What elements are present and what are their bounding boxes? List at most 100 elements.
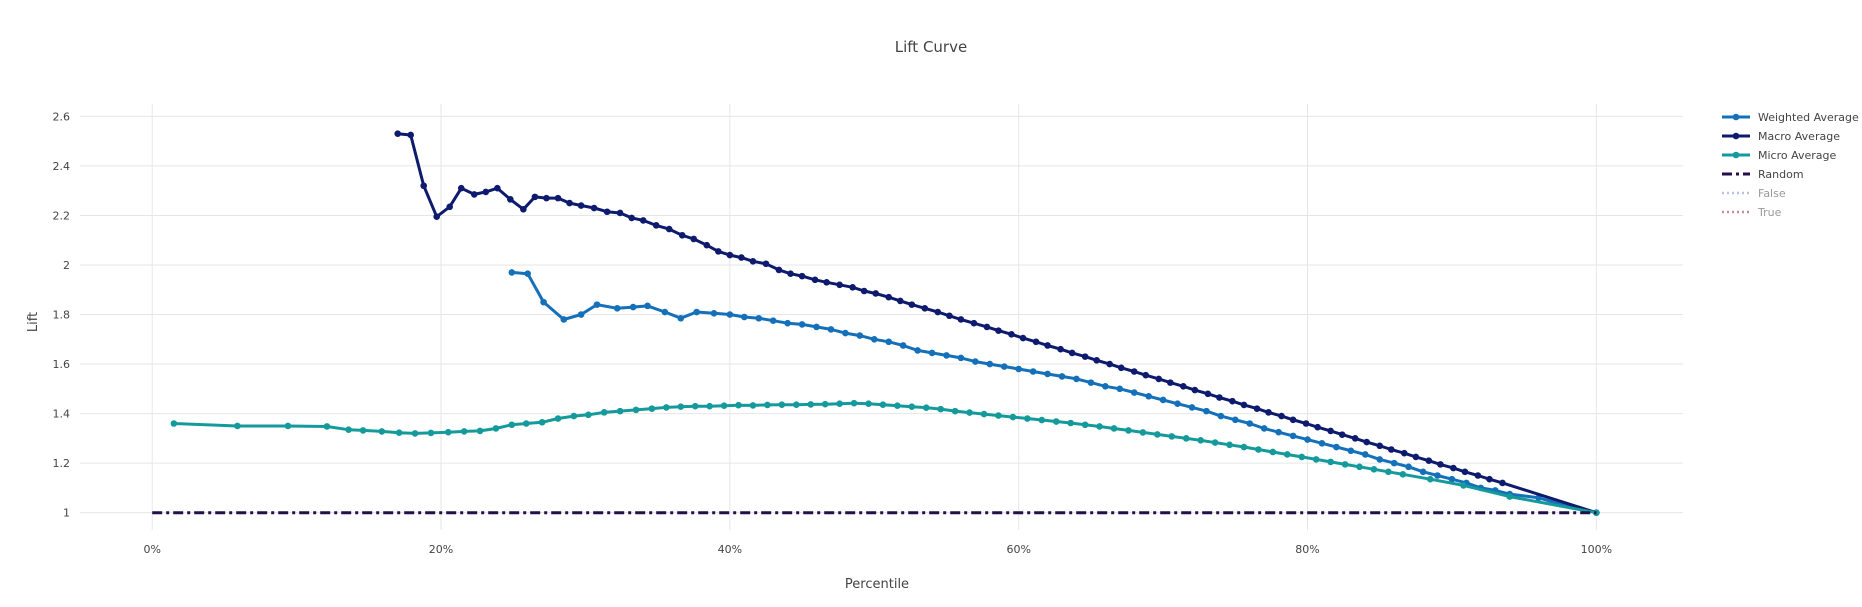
legend-label: Weighted Average	[1758, 111, 1859, 124]
macro-average-point	[1437, 461, 1444, 468]
legend-item-micro-average[interactable]: Micro Average	[1722, 149, 1837, 162]
weighted-average-point	[1275, 428, 1282, 436]
macro-average-point	[726, 251, 734, 259]
weighted-average-point	[755, 314, 763, 322]
micro-average-point	[1506, 493, 1514, 500]
micro-average-point	[359, 427, 367, 434]
weighted-average-point	[1246, 420, 1254, 427]
macro-average-point	[1008, 331, 1015, 338]
legend-label: Macro Average	[1758, 130, 1840, 143]
macro-average-point	[407, 131, 415, 139]
weighted-average-point	[972, 358, 979, 365]
micro-average-point	[585, 411, 592, 419]
micro-average-point	[1110, 425, 1118, 432]
micro-average-point	[1024, 415, 1031, 422]
weighted-average-point	[1029, 368, 1037, 375]
legend-marker	[1732, 151, 1740, 159]
weighted-average-point	[1073, 375, 1080, 383]
micro-average-point	[600, 409, 608, 416]
micro-average-point	[492, 425, 500, 432]
macro-average-point	[420, 182, 428, 190]
weighted-average-point	[1405, 463, 1412, 471]
micro-average-point	[616, 407, 624, 415]
micro-average-point	[411, 430, 419, 437]
micro-average-point	[1399, 470, 1407, 478]
weighted-average-point	[943, 352, 950, 359]
micro-average-point	[1052, 418, 1060, 425]
y-tick-label: 1.2	[53, 457, 71, 470]
weighted-average-point	[677, 314, 685, 322]
micro-average-point	[691, 402, 699, 410]
weighted-average-line	[511, 270, 1597, 515]
macro-average-point	[507, 196, 514, 203]
weighted-average-point	[798, 321, 806, 328]
weighted-average-point	[1058, 373, 1066, 380]
micro-average-point	[1341, 461, 1349, 468]
micro-average-point	[807, 401, 815, 408]
weighted-average-point	[741, 313, 748, 321]
x-axis-title: Percentile	[845, 577, 909, 592]
macro-average-point	[1204, 390, 1212, 398]
micro-average-point	[1269, 448, 1277, 456]
macro-average-point	[983, 323, 991, 331]
micro-average-point	[865, 400, 872, 407]
weighted-average-point	[1232, 416, 1239, 424]
micro-average-point	[720, 402, 728, 409]
macro-average-point	[946, 312, 953, 320]
macro-average-point	[970, 319, 978, 327]
micro-average-point	[1067, 419, 1074, 427]
micro-average-point	[937, 405, 945, 413]
macro-average-point	[1130, 368, 1138, 375]
micro-average-point	[1081, 421, 1089, 429]
micro-average-point	[778, 401, 786, 408]
micro-average-point	[1009, 413, 1017, 421]
micro-average-point	[735, 401, 742, 409]
macro-average-point	[836, 281, 843, 289]
macro-average-point	[470, 191, 478, 198]
micro-average-point	[1226, 441, 1233, 449]
macro-average-point	[762, 260, 770, 268]
weighted-average-point	[1145, 392, 1152, 400]
weighted-average-point	[1448, 475, 1456, 483]
macro-average-point	[1461, 468, 1469, 476]
macro-average-point	[1019, 334, 1027, 342]
legend-item-random[interactable]: Random	[1722, 168, 1804, 181]
weighted-average-point	[827, 326, 835, 333]
weighted-average-point	[1174, 400, 1181, 407]
weighted-average-point	[914, 347, 921, 354]
micro-average-point	[980, 410, 988, 418]
micro-average-point	[395, 429, 403, 436]
macro-average-point	[531, 193, 539, 201]
weighted-average-point	[1087, 379, 1095, 386]
macro-average-point	[482, 188, 490, 196]
micro-average-point	[706, 402, 713, 410]
macro-average-point	[457, 184, 465, 192]
legend-item-false[interactable]: False	[1722, 187, 1786, 200]
micro-average-line	[173, 401, 1597, 515]
macro-average-point	[1450, 464, 1457, 472]
legend-item-weighted-average[interactable]: Weighted Average	[1722, 111, 1859, 124]
macro-average-point	[1155, 375, 1163, 383]
macro-average-point	[1338, 431, 1346, 438]
macro-average-point	[995, 327, 1002, 334]
macro-average-point	[1376, 442, 1384, 450]
macro-average-point	[1180, 383, 1187, 390]
macro-average-point	[703, 241, 711, 249]
weighted-average-point	[899, 342, 907, 349]
micro-average-point	[879, 401, 887, 408]
micro-average-point	[1038, 416, 1046, 424]
x-tick-label: 100%	[1581, 543, 1612, 556]
macro-average-point	[1400, 449, 1408, 457]
macro-average-point	[433, 213, 441, 220]
legend-item-true[interactable]: True	[1722, 206, 1782, 219]
weighted-average-point	[693, 308, 700, 316]
y-tick-label: 2.4	[53, 160, 71, 173]
micro-average-point	[749, 402, 757, 409]
macro-average-point	[1240, 401, 1248, 409]
macro-average-point	[628, 214, 635, 222]
micro-average-point	[792, 401, 800, 408]
micro-average-point	[323, 423, 331, 430]
legend-item-macro-average[interactable]: Macro Average	[1722, 130, 1840, 143]
weighted-average-point	[1318, 440, 1326, 447]
